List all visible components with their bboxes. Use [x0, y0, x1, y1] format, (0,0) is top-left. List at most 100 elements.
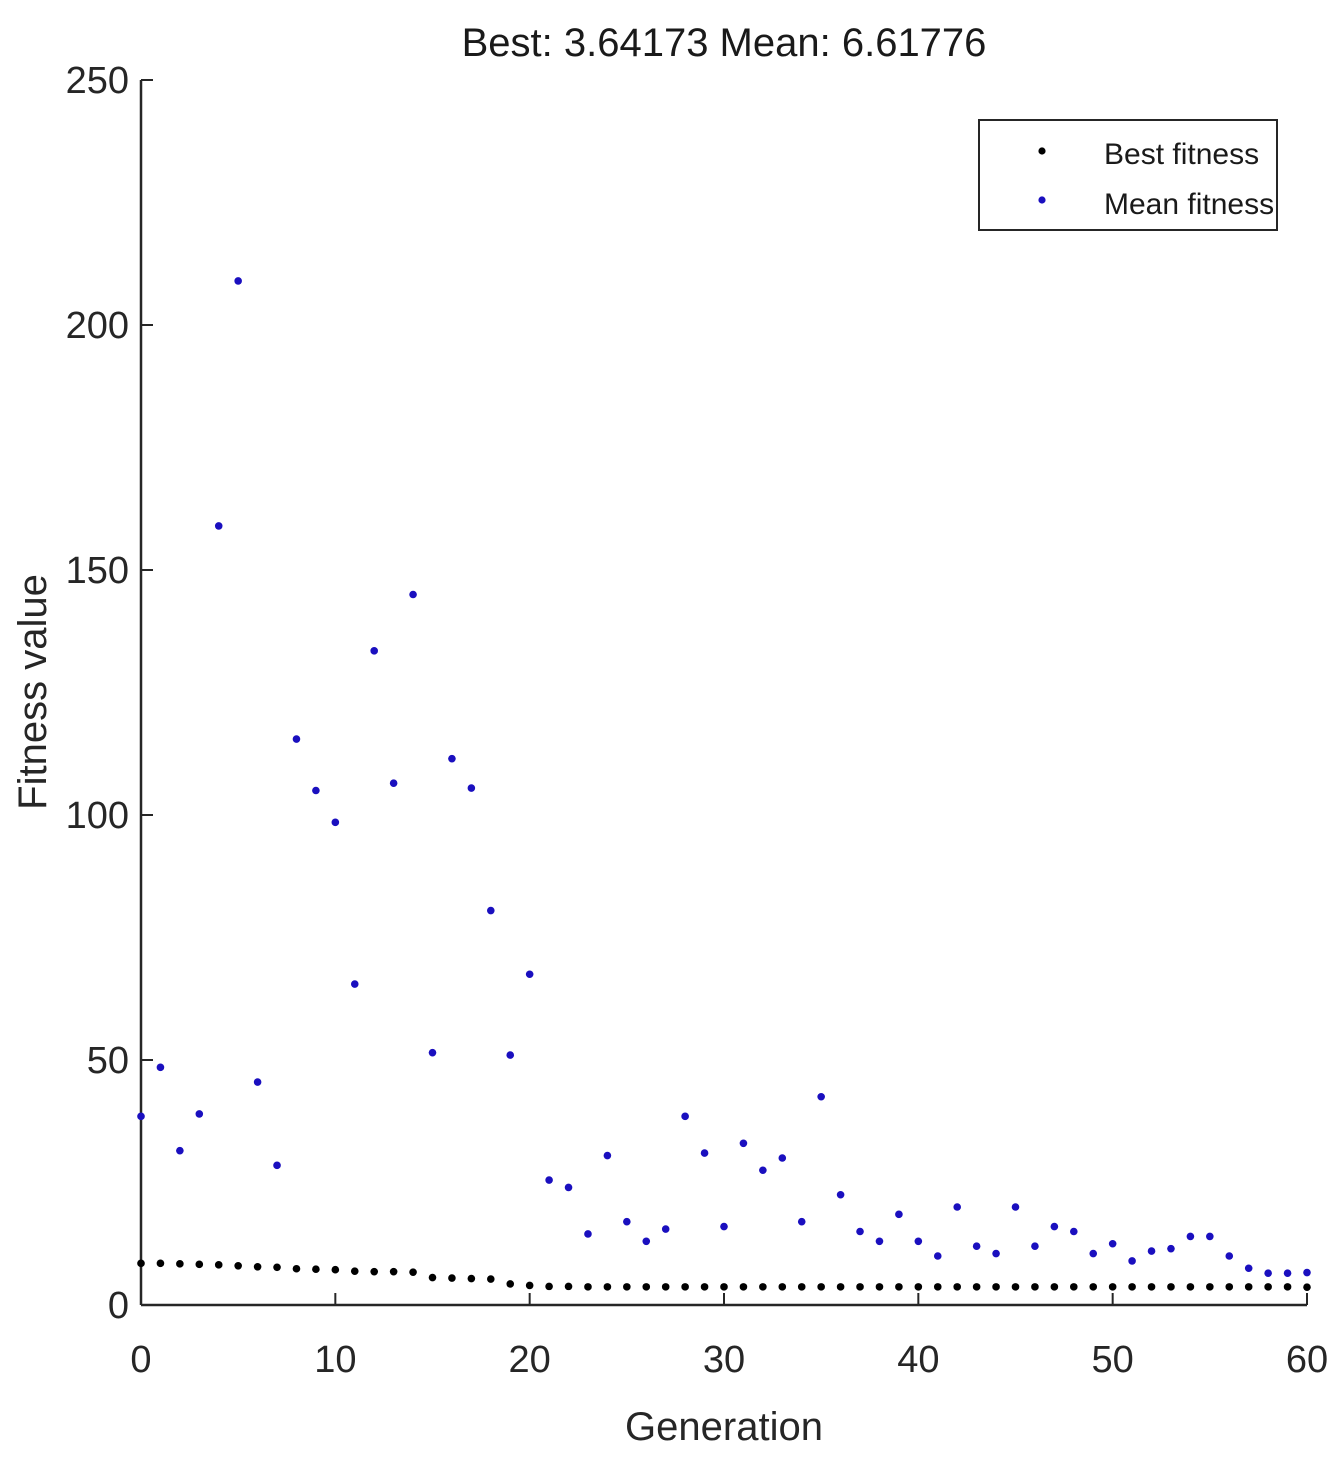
- best-fitness-point: [487, 1275, 495, 1283]
- best-fitness-point: [972, 1283, 981, 1291]
- y-tick-label: 200: [66, 305, 129, 347]
- mean-fitness-point: [856, 1227, 864, 1236]
- mean-fitness-point: [331, 818, 340, 827]
- mean-fitness-point: [1089, 1249, 1098, 1258]
- best-fitness-point: [875, 1283, 884, 1291]
- mean-fitness-point: [292, 735, 301, 743]
- x-tick-label: 0: [130, 1339, 151, 1381]
- mean-fitness-point: [137, 1112, 145, 1121]
- best-fitness-point: [1264, 1283, 1272, 1291]
- mean-fitness-point: [467, 784, 476, 792]
- y-axis-label: Fitness value: [11, 574, 55, 810]
- mean-fitness-point: [992, 1249, 1000, 1258]
- mean-fitness-point: [1283, 1269, 1292, 1277]
- best-fitness-point: [661, 1283, 670, 1291]
- mean-fitness-point: [875, 1237, 884, 1246]
- best-fitness-point: [234, 1262, 242, 1270]
- legend-marker-mean-fitness: [1038, 196, 1046, 204]
- mean-fitness-point: [661, 1225, 670, 1233]
- mean-fitness-point: [1167, 1244, 1175, 1253]
- mean-fitness-point: [1070, 1227, 1078, 1236]
- mean-fitness-point: [234, 277, 242, 285]
- mean-fitness-point: [797, 1217, 806, 1226]
- legend-box: [978, 119, 1278, 231]
- best-fitness-point: [1128, 1283, 1136, 1291]
- best-fitness-point: [370, 1267, 379, 1276]
- best-fitness-point: [564, 1282, 573, 1291]
- best-fitness-point: [331, 1265, 340, 1274]
- best-fitness-point: [681, 1283, 689, 1291]
- axis-tick-labels: 0 10 20 30 40 50 60 0 50 100 150 200 250: [66, 60, 1329, 1381]
- mean-fitness-point: [545, 1176, 553, 1184]
- best-fitness-point: [1283, 1283, 1292, 1291]
- axis-ticks: [140, 79, 1308, 1306]
- mean-fitness-point: [817, 1092, 825, 1101]
- best-fitness-point: [1167, 1283, 1175, 1291]
- best-fitness-point: [720, 1283, 728, 1291]
- best-fitness-point: [409, 1268, 417, 1276]
- best-fitness-point: [1225, 1283, 1234, 1291]
- best-fitness-point: [992, 1283, 1000, 1291]
- y-tick-label: 250: [66, 60, 129, 102]
- y-tick-label: 0: [108, 1285, 129, 1327]
- x-tick-label: 60: [1286, 1339, 1328, 1381]
- best-fitness-point: [836, 1283, 845, 1291]
- legend-label-mean-fitness: Mean fitness: [1104, 188, 1274, 221]
- mean-fitness-point: [642, 1237, 651, 1246]
- mean-fitness-point: [1147, 1247, 1156, 1255]
- series-best-fitness: [137, 1259, 1311, 1291]
- best-fitness-point: [214, 1261, 223, 1269]
- best-fitness-point: [1303, 1283, 1311, 1291]
- mean-fitness-point: [953, 1203, 961, 1211]
- y-tick-label: 100: [66, 795, 129, 837]
- best-fitness-point: [448, 1274, 456, 1282]
- chart-title: Best: 3.64173 Mean: 6.61776: [462, 21, 987, 65]
- mean-fitness-point: [1264, 1269, 1272, 1277]
- mean-fitness-point: [448, 754, 456, 763]
- best-fitness-point: [1031, 1283, 1039, 1291]
- mean-fitness-point: [1108, 1239, 1117, 1248]
- mean-fitness-point: [720, 1222, 728, 1231]
- best-fitness-point: [700, 1283, 709, 1291]
- best-fitness-point: [739, 1283, 748, 1291]
- best-fitness-point: [389, 1267, 398, 1276]
- mean-fitness-point: [506, 1051, 515, 1059]
- mean-fitness-point: [933, 1252, 942, 1260]
- mean-fitness-point: [681, 1112, 689, 1121]
- best-fitness-point: [1108, 1283, 1117, 1291]
- mean-fitness-point: [1303, 1268, 1311, 1277]
- best-fitness-point: [817, 1283, 825, 1291]
- best-fitness-point: [759, 1283, 767, 1291]
- x-tick-label: 30: [703, 1339, 745, 1381]
- best-fitness-point: [1089, 1283, 1098, 1291]
- mean-fitness-point: [584, 1230, 592, 1238]
- x-tick-label: 40: [897, 1339, 939, 1381]
- mean-fitness-point: [972, 1242, 981, 1250]
- mean-fitness-point: [156, 1063, 165, 1072]
- mean-fitness-point: [389, 779, 398, 787]
- best-fitness-point: [1011, 1283, 1020, 1291]
- best-fitness-point: [953, 1283, 961, 1291]
- best-fitness-point: [525, 1281, 534, 1290]
- mean-fitness-point: [1186, 1232, 1195, 1241]
- best-fitness-point: [176, 1260, 184, 1268]
- mean-fitness-point: [1244, 1264, 1253, 1273]
- legend: Best fitness Mean fitness: [978, 119, 1278, 231]
- best-fitness-point: [1070, 1283, 1078, 1291]
- mean-fitness-point: [312, 786, 320, 795]
- best-fitness-point: [1244, 1283, 1253, 1291]
- best-fitness-point: [506, 1280, 515, 1288]
- mean-fitness-point: [428, 1048, 437, 1057]
- best-fitness-point: [933, 1283, 942, 1291]
- mean-fitness-point: [487, 906, 495, 915]
- mean-fitness-point: [409, 590, 417, 599]
- series-mean-fitness: [137, 277, 1311, 1277]
- best-fitness-point: [137, 1259, 145, 1268]
- mean-fitness-point: [603, 1151, 612, 1160]
- mean-fitness-point: [1050, 1222, 1059, 1231]
- best-fitness-point: [545, 1282, 553, 1291]
- data-points: [137, 277, 1311, 1291]
- best-fitness-point: [428, 1273, 437, 1282]
